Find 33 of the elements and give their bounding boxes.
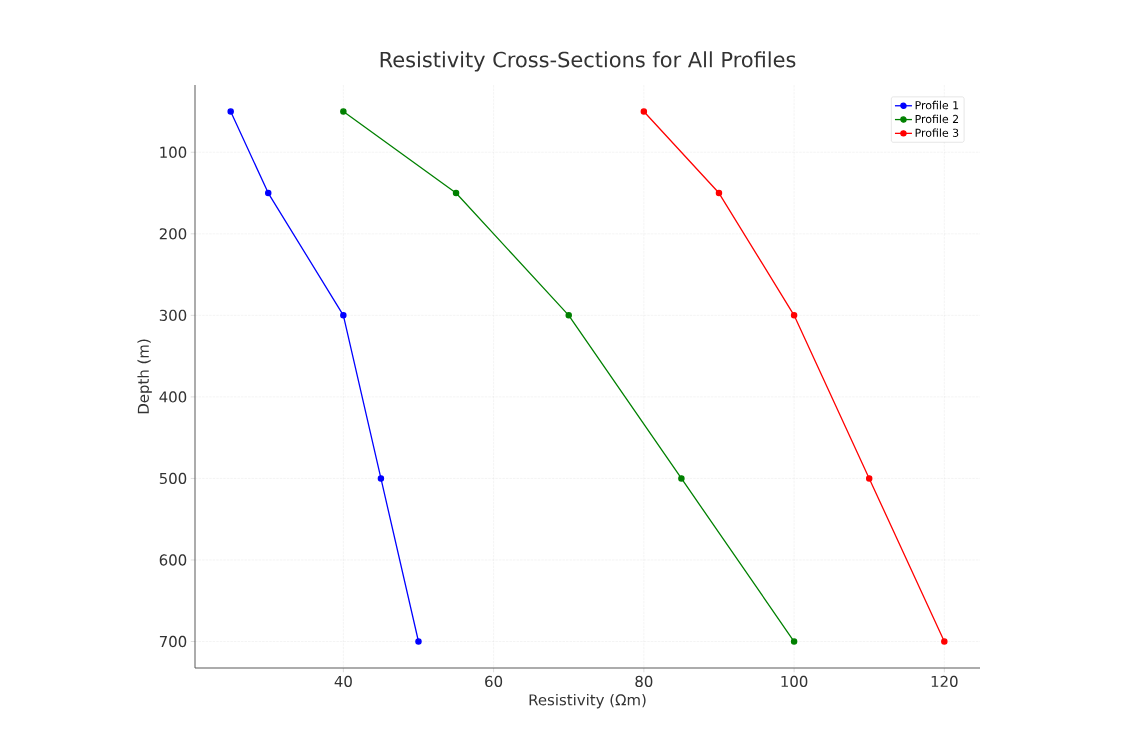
- x-tick-label: 40: [334, 675, 352, 688]
- y-axis-title: Depth (m): [137, 339, 152, 414]
- y-tick-label: 200: [159, 228, 187, 240]
- point: [865, 475, 873, 482]
- x-tick-label: 80: [635, 675, 653, 688]
- point: [790, 638, 798, 645]
- x-tick-label: 120: [931, 675, 958, 688]
- y-tick-label: 100: [160, 146, 187, 158]
- y-tick-label: 300: [159, 309, 187, 322]
- x-axis-title: Resistivity (Ωm): [529, 693, 646, 709]
- point: [340, 108, 347, 115]
- chart-title: Resistivity Cross-Sections for All Profiles: [380, 51, 796, 72]
- legend-label: Profile 3: [915, 128, 959, 137]
- point: [415, 638, 422, 645]
- point: [640, 108, 648, 115]
- point: [678, 475, 685, 482]
- point: [941, 638, 948, 645]
- point: [265, 189, 272, 197]
- x-tick-label: 100: [781, 675, 808, 688]
- y-tick-label: 400: [159, 391, 187, 403]
- point: [377, 475, 385, 482]
- point: [227, 108, 234, 115]
- y-tick-label: 500: [159, 472, 187, 485]
- point: [452, 189, 460, 197]
- point: [715, 189, 723, 197]
- point: [790, 312, 798, 319]
- point: [565, 312, 572, 319]
- y-tick-label: 700: [159, 635, 187, 648]
- legend-label: Profile 2: [915, 114, 959, 124]
- y-tick-label: 600: [159, 554, 187, 566]
- legend-label: Profile 1: [915, 100, 959, 110]
- x-tick-label: 60: [485, 675, 503, 688]
- point: [340, 312, 347, 319]
